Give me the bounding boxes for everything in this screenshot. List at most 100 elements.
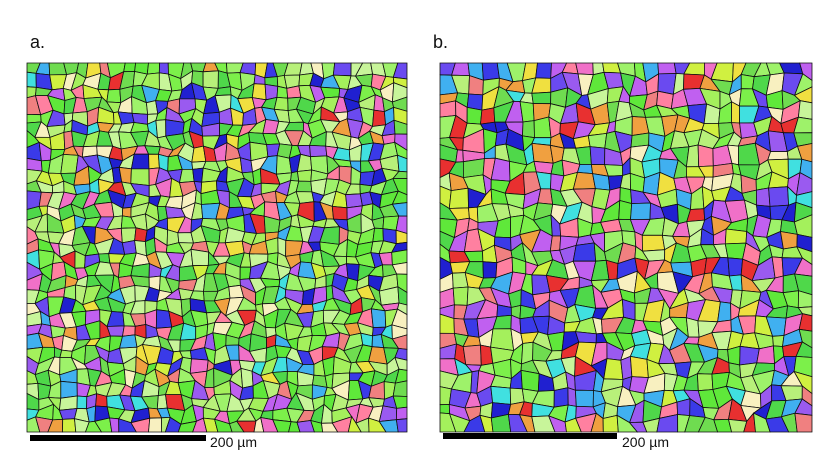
grain xyxy=(273,96,289,112)
grain xyxy=(286,85,302,99)
grain xyxy=(739,345,760,366)
grain xyxy=(134,227,148,243)
grain xyxy=(345,193,363,209)
grain xyxy=(602,414,619,433)
grain xyxy=(724,228,748,245)
grain-map xyxy=(439,62,813,433)
grain xyxy=(620,355,633,381)
grain xyxy=(657,62,677,75)
grain xyxy=(332,62,352,77)
grain xyxy=(60,380,78,399)
grain xyxy=(629,355,649,379)
grain xyxy=(676,398,691,417)
grain xyxy=(630,202,651,221)
grain xyxy=(519,101,535,123)
grain xyxy=(60,153,79,174)
grain xyxy=(439,404,451,415)
grain xyxy=(727,257,744,277)
grain xyxy=(531,142,554,164)
grain xyxy=(756,345,776,365)
grain xyxy=(158,62,169,75)
grain xyxy=(553,387,569,408)
scale-bar-label: 200 µm xyxy=(622,434,669,450)
grain xyxy=(697,144,714,168)
grain xyxy=(123,62,137,73)
grain xyxy=(466,106,483,125)
grain xyxy=(797,100,813,120)
grain xyxy=(155,119,167,139)
grain xyxy=(575,62,594,76)
grain xyxy=(251,83,267,101)
grain xyxy=(794,412,813,433)
grain xyxy=(392,380,408,397)
grain xyxy=(772,335,785,347)
grain xyxy=(146,62,161,75)
grain xyxy=(58,395,78,411)
grain xyxy=(190,248,210,267)
grain xyxy=(202,70,219,89)
grain xyxy=(296,169,313,182)
grain xyxy=(106,325,125,337)
grain xyxy=(395,418,408,433)
scale-bar-label: 200 µm xyxy=(210,434,257,450)
grain xyxy=(372,227,384,243)
grain xyxy=(531,91,552,105)
grain xyxy=(76,395,88,410)
grain xyxy=(481,62,500,81)
grain xyxy=(179,168,195,184)
grain xyxy=(480,107,496,125)
grain xyxy=(618,199,633,221)
grain xyxy=(240,367,254,389)
grain xyxy=(490,385,512,405)
grain xyxy=(370,308,387,328)
grain xyxy=(768,186,790,207)
grain xyxy=(621,298,636,321)
grain xyxy=(603,358,624,380)
grain xyxy=(448,187,469,209)
scale-bar xyxy=(30,435,206,441)
grain xyxy=(59,349,73,359)
panel-label: b. xyxy=(433,32,448,52)
grain xyxy=(522,120,535,139)
grain xyxy=(717,301,732,323)
grain xyxy=(490,413,512,433)
grain xyxy=(26,157,43,172)
grain xyxy=(592,173,611,191)
grain xyxy=(265,237,279,255)
grain xyxy=(148,417,163,433)
grain xyxy=(309,144,328,158)
grain xyxy=(572,171,596,190)
grain xyxy=(767,151,789,161)
grain xyxy=(395,406,408,421)
grain xyxy=(780,231,798,250)
grain xyxy=(130,153,150,170)
grain xyxy=(119,334,138,349)
grain xyxy=(482,261,498,279)
grain xyxy=(572,242,597,262)
grain xyxy=(26,71,37,88)
grain xyxy=(533,116,552,139)
grain xyxy=(252,167,262,186)
scale-bar xyxy=(443,433,617,439)
grain xyxy=(727,345,741,366)
grain xyxy=(641,234,666,252)
grain xyxy=(130,168,150,186)
grain xyxy=(295,180,313,193)
grain xyxy=(121,240,137,255)
grain xyxy=(520,369,540,392)
grain xyxy=(372,109,387,127)
grain xyxy=(462,344,482,366)
grain xyxy=(452,286,469,306)
grain xyxy=(439,100,457,118)
grain xyxy=(589,146,606,166)
grain xyxy=(535,62,552,79)
grain xyxy=(331,205,348,221)
grain-map xyxy=(26,62,408,433)
grain xyxy=(657,73,677,95)
grain xyxy=(455,149,464,163)
grain xyxy=(755,187,771,207)
grain xyxy=(95,393,108,408)
grain xyxy=(322,356,335,377)
grain xyxy=(148,153,160,170)
